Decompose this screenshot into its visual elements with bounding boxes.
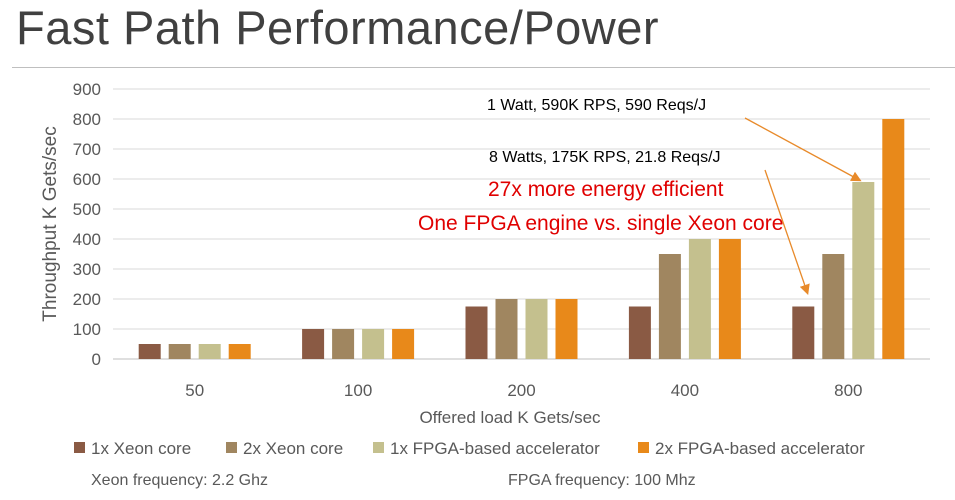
bar	[465, 306, 488, 359]
annotation-arrow	[764, 169, 810, 295]
y-tick-label: 100	[73, 320, 101, 339]
y-tick-label: 800	[73, 110, 101, 129]
legend: 1x Xeon core 2x Xeon core 1x FPGA-based ac…	[74, 439, 865, 458]
bar	[628, 306, 651, 359]
bar	[332, 329, 355, 359]
legend-swatch	[373, 442, 384, 453]
annotation-text: 27x more energy efficient	[488, 178, 724, 201]
fpga-frequency-note: FPGA frequency: 100 Mhz	[508, 472, 696, 489]
y-tick-label: 200	[73, 290, 101, 309]
annotations: 1 Watt, 590K RPS, 590 Reqs/J 8 Watts, 175…	[418, 97, 862, 295]
x-tick-labels: 50 100 200 400 800	[185, 381, 862, 400]
bar	[362, 329, 385, 359]
y-tick-label: 0	[92, 350, 101, 369]
legend-entry: 1x FPGA-based accelerator	[390, 439, 600, 458]
bar	[658, 254, 681, 359]
xeon-frequency-note: Xeon frequency: 2.2 Ghz	[91, 472, 268, 489]
y-tick-label: 900	[73, 80, 101, 99]
bar	[525, 299, 548, 359]
legend-swatch	[638, 442, 649, 453]
bar	[495, 299, 518, 359]
bar	[138, 344, 161, 359]
bar	[792, 306, 815, 359]
bar	[392, 329, 415, 359]
bar	[555, 299, 578, 359]
title-divider	[12, 67, 955, 68]
x-tick-label: 100	[344, 381, 372, 400]
annotation-arrow	[744, 117, 862, 182]
x-tick-label: 200	[507, 381, 535, 400]
bar	[718, 239, 741, 359]
bar	[228, 344, 251, 359]
x-axis-label: Offered load K Gets/sec	[419, 408, 601, 427]
bar	[168, 344, 191, 359]
legend-entry: 2x FPGA-based accelerator	[655, 439, 865, 458]
x-tick-label: 800	[834, 381, 862, 400]
y-tick-label: 600	[73, 170, 101, 189]
bar	[822, 254, 845, 359]
bar	[852, 182, 875, 359]
bar	[198, 344, 221, 359]
legend-swatch	[226, 442, 237, 453]
y-tick-label: 700	[73, 140, 101, 159]
annotation-text: 8 Watts, 175K RPS, 21.8 Reqs/J	[489, 149, 721, 166]
bar	[688, 239, 711, 359]
annotation-text: 1 Watt, 590K RPS, 590 Reqs/J	[487, 97, 706, 114]
y-tick-label: 500	[73, 200, 101, 219]
x-tick-label: 400	[671, 381, 699, 400]
y-tick-label: 400	[73, 230, 101, 249]
bar	[302, 329, 325, 359]
y-axis-label: Throughput K Gets/sec	[40, 126, 61, 321]
slide-title: Fast Path Performance/Power	[16, 1, 660, 54]
legend-entry: 1x Xeon core	[91, 439, 191, 458]
bars	[138, 119, 905, 359]
annotation-text: One FPGA engine vs. single Xeon core	[418, 212, 783, 235]
legend-entry: 2x Xeon core	[243, 439, 343, 458]
bar	[882, 119, 905, 359]
legend-swatch	[74, 442, 85, 453]
x-tick-label: 50	[185, 381, 204, 400]
y-tick-labels: 0 100 200 300 400 500 600 700 800 900	[73, 80, 101, 369]
y-tick-label: 300	[73, 260, 101, 279]
